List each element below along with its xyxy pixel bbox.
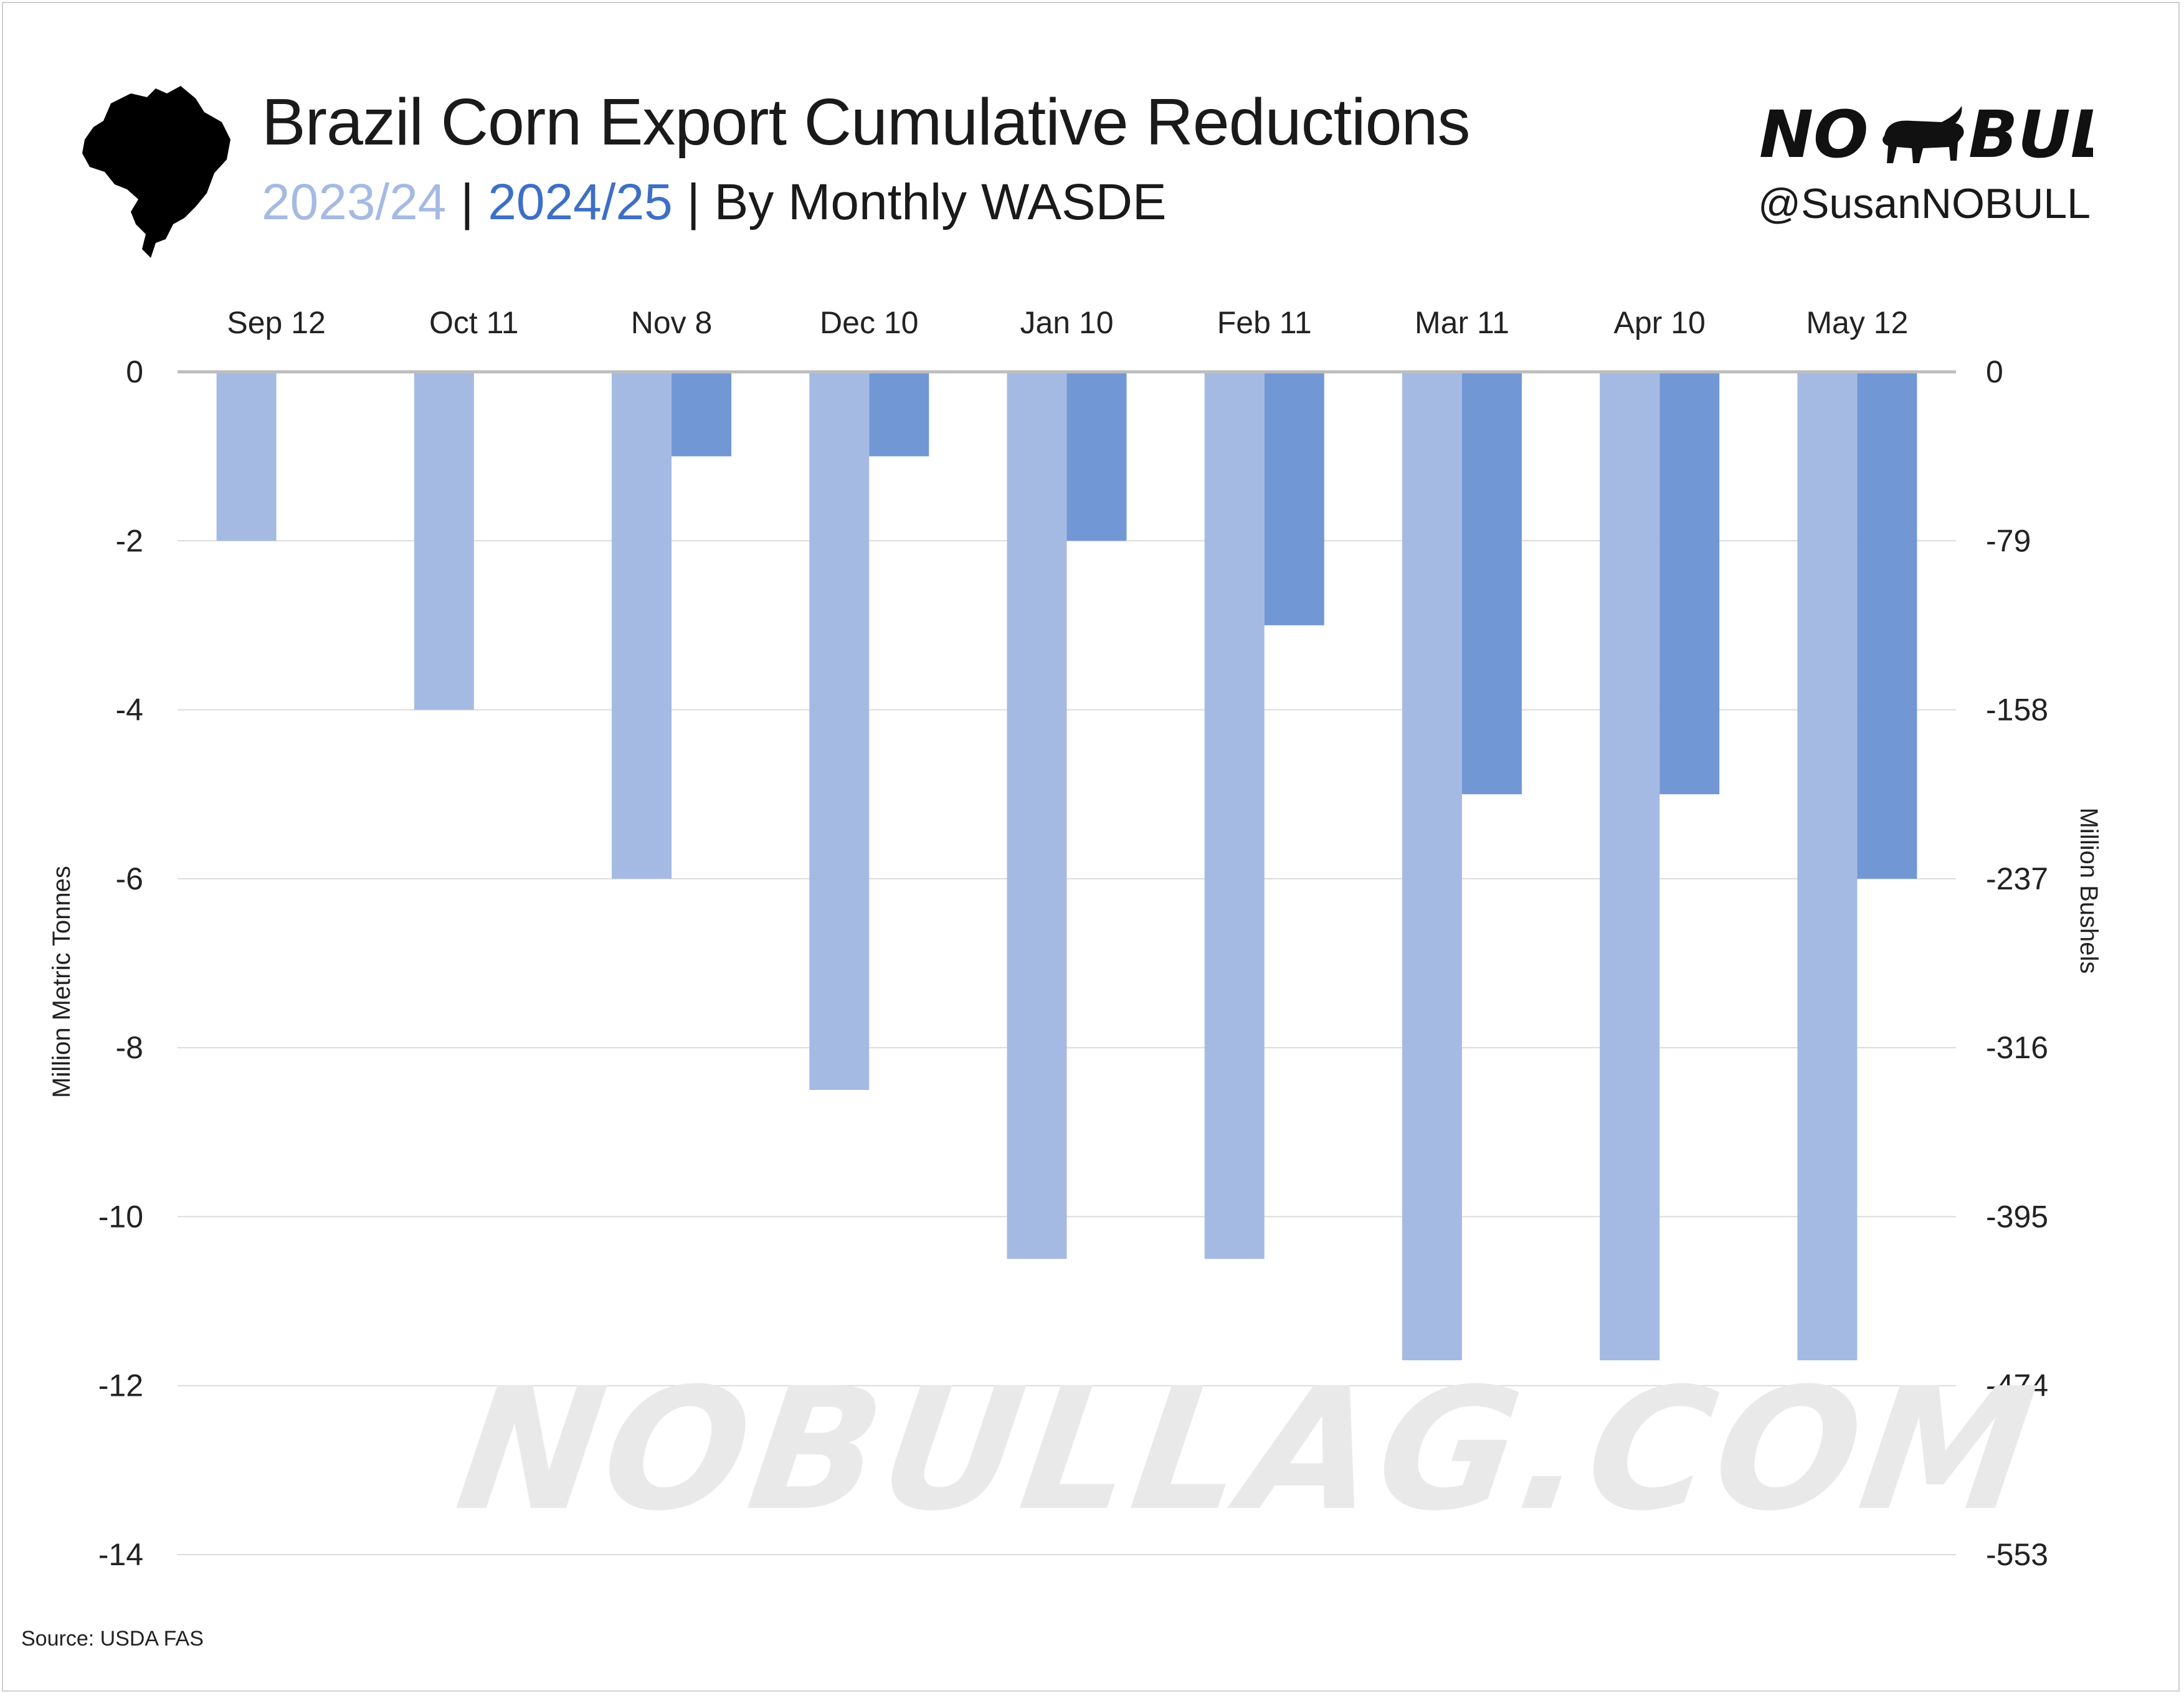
brazil-map-icon — [82, 86, 230, 258]
bar-2023-24 — [1600, 372, 1660, 1361]
category-label: Jan 10 — [1020, 305, 1113, 340]
y-tick-label: -12 — [98, 1368, 143, 1403]
y-axis-label: Million Metric Tonnes — [48, 866, 75, 1098]
category-label: Mar 11 — [1415, 305, 1509, 340]
category-label: Apr 10 — [1614, 305, 1706, 340]
brand-logo: NO BULL — [1759, 97, 2093, 173]
source-note: Source: USDA FAS — [21, 1627, 204, 1651]
y-tick-label: -8 — [116, 1030, 143, 1065]
y2-tick-label: -316 — [1986, 1030, 2048, 1065]
category-label: Nov 8 — [631, 305, 713, 340]
y2-tick-label: -474 — [1986, 1368, 2048, 1403]
bar-2023-24 — [1402, 372, 1462, 1361]
bar-2023-24 — [1007, 372, 1067, 1259]
y2-axis-label: Million Bushels — [2075, 808, 2102, 974]
subtitle-source-note: | By Monthly WASDE — [672, 174, 1167, 230]
legend-2023-24: 2023/24 — [262, 174, 447, 230]
bar-2024-25 — [1066, 372, 1127, 541]
bar-2023-24 — [612, 372, 672, 879]
bar-2023-24 — [216, 372, 277, 541]
y-tick-label: -10 — [98, 1199, 143, 1234]
y2-tick-label: -553 — [1986, 1537, 2048, 1572]
bar-2024-25 — [672, 372, 732, 457]
y2-tick-label: -79 — [1986, 523, 2031, 558]
y-tick-label: -2 — [116, 523, 143, 558]
y2-tick-label: -237 — [1986, 861, 2048, 896]
y-tick-label: -6 — [116, 861, 143, 896]
category-label: Feb 11 — [1217, 305, 1312, 340]
bar-2024-25 — [1264, 372, 1324, 625]
bar-2023-24 — [1797, 372, 1858, 1361]
y2-tick-label: -395 — [1986, 1199, 2048, 1234]
y-tick-label: 0 — [126, 354, 143, 389]
legend-2024-25: 2024/25 — [488, 174, 673, 230]
brand-logo-text-left: NO — [1759, 97, 1868, 173]
bar-2024-25 — [1857, 372, 1917, 879]
bar-2024-25 — [1659, 372, 1720, 795]
category-label: Dec 10 — [820, 305, 918, 340]
bar-2024-25 — [869, 372, 929, 457]
brand-logo-text-right: BULL — [1968, 97, 2093, 173]
bull-icon — [1883, 106, 1964, 163]
category-label: Sep 12 — [227, 305, 325, 340]
y2-tick-label: -158 — [1986, 693, 2048, 727]
bar-2023-24 — [414, 372, 474, 710]
y-tick-label: -14 — [98, 1537, 143, 1572]
watermark: NOBULLAG.COM — [447, 1352, 2049, 1548]
subtitle-separator: | — [446, 174, 488, 230]
bar-2024-25 — [1461, 372, 1522, 795]
y-tick-label: -4 — [116, 693, 143, 727]
y2-tick-label: 0 — [1986, 354, 2003, 389]
bar-2023-24 — [809, 372, 870, 1090]
bar-2023-24 — [1204, 372, 1265, 1259]
category-label: Oct 11 — [429, 305, 519, 340]
category-label: May 12 — [1806, 305, 1908, 340]
chart-title: Brazil Corn Export Cumulative Reductions — [262, 85, 1470, 159]
author-handle: @SusanNOBULL — [1758, 180, 2091, 227]
chart-subtitle: 2023/24 | 2024/25 | By Monthly WASDE — [262, 174, 1167, 230]
